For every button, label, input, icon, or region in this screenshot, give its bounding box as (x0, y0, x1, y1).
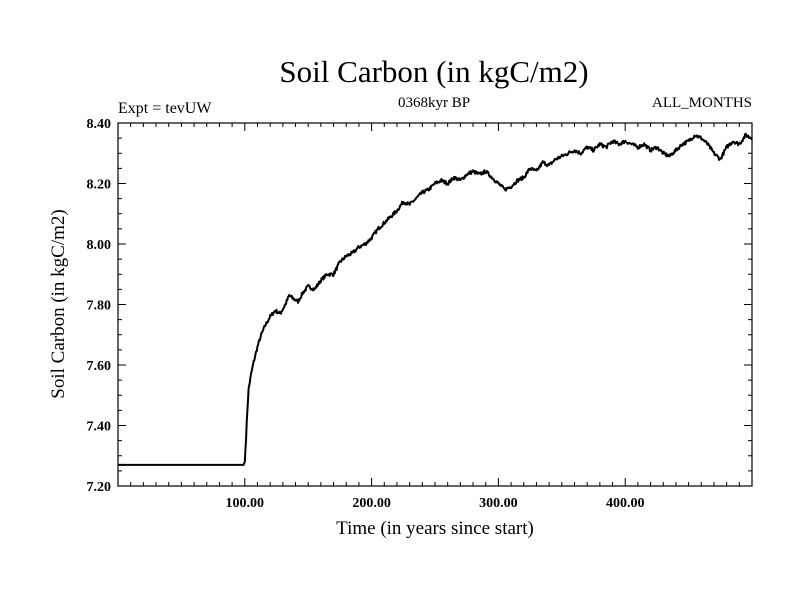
y-axis-label: Soil Carbon (in kgC/m2) (48, 209, 69, 398)
series-line-soil-carbon (117, 132, 753, 466)
plot-frame (117, 122, 753, 487)
y-axis-ticks: 7.20 7.40 7.60 7.80 8.00 8.20 8.40 (87, 117, 752, 495)
x-axis-label: Time (in years since start) (336, 518, 534, 539)
series-layer (117, 132, 753, 466)
experiment-label: Expt = tevUW (118, 100, 212, 117)
x-tick-label: 200.00 (352, 496, 391, 511)
period-label: 0368kyr BP (398, 95, 470, 111)
x-tick-label: 400.00 (606, 496, 645, 511)
y-tick-label: 7.40 (87, 420, 112, 435)
months-label: ALL_MONTHS (652, 95, 752, 111)
y-tick-label: 8.00 (87, 238, 112, 253)
y-tick-label: 7.60 (87, 359, 112, 374)
x-tick-label: 100.00 (226, 496, 265, 511)
y-tick-label: 7.80 (87, 299, 112, 314)
x-axis-ticks: 100.00 200.00 300.00 400.00 (130, 123, 740, 511)
y-tick-label: 7.20 (87, 480, 112, 495)
x-tick-label: 300.00 (479, 496, 518, 511)
chart-title: Soil Carbon (in kgC/m2) (279, 54, 588, 89)
y-tick-label: 8.20 (87, 178, 112, 193)
y-tick-label: 8.40 (87, 117, 112, 132)
